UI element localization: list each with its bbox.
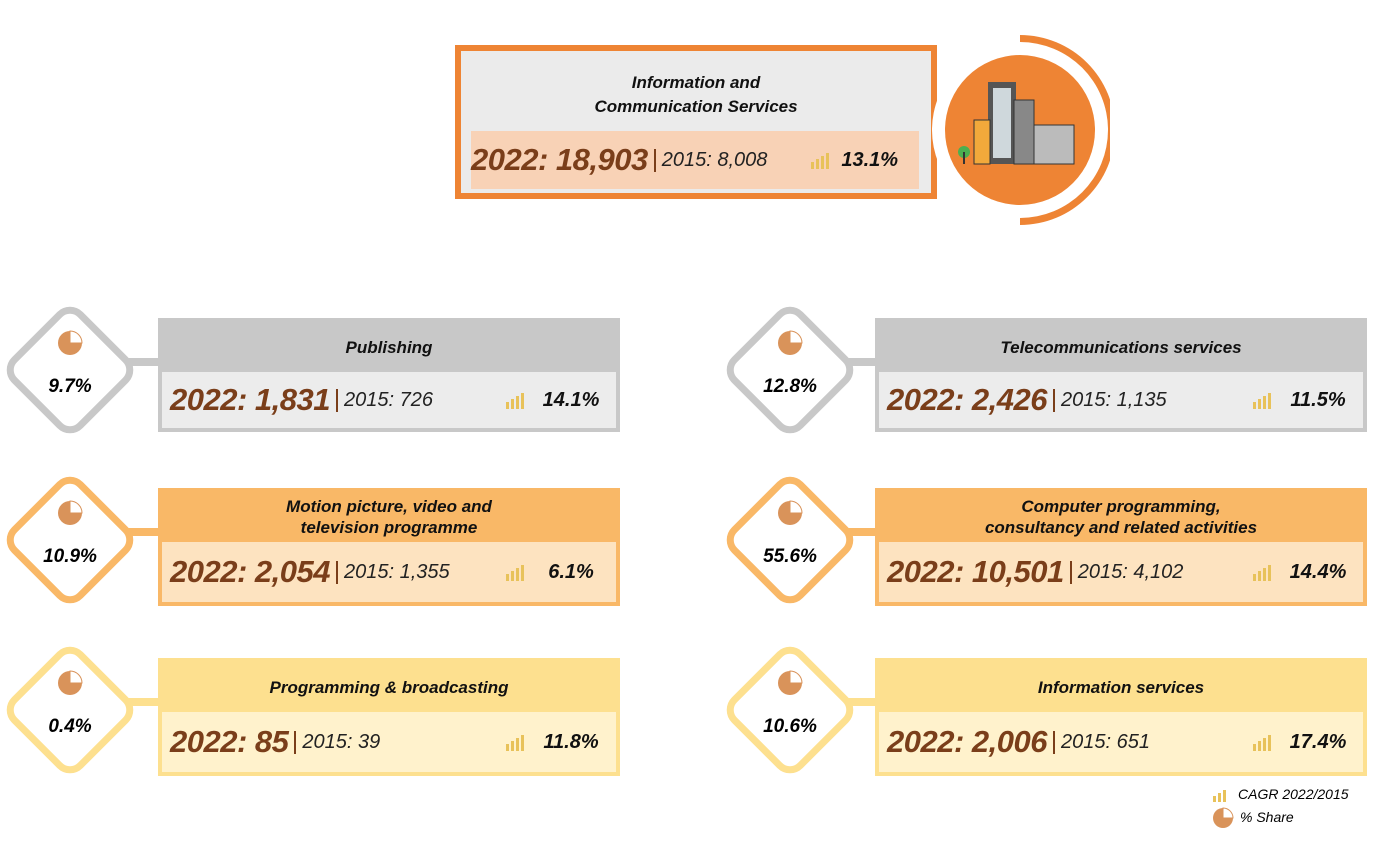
- value-2022: 2022: 2,006: [887, 724, 1047, 760]
- cagr-icon: [504, 391, 526, 409]
- share-icon: [57, 670, 83, 696]
- category-card: Programming & broadcasting 2022: 85 2015: …: [158, 658, 620, 776]
- header-icon: [900, 30, 1110, 230]
- share-icon: [57, 500, 83, 526]
- value-2015: 2015: 4,102: [1070, 561, 1184, 584]
- cagr-icon: [1251, 733, 1273, 751]
- value-2015: 2015: 651: [1053, 731, 1150, 754]
- cagr: 11.5%: [1273, 389, 1363, 412]
- category-title: Computer programming, consultancy and re…: [879, 492, 1363, 542]
- header-values: 2022: 18,903 2015: 8,008 13.1%: [471, 131, 919, 189]
- header-card: Information and Communication Services 2…: [455, 45, 937, 199]
- legend: CAGR 2022/2015 % Share: [1212, 783, 1349, 829]
- value-2022: 2022: 2,426: [887, 382, 1047, 418]
- cagr-icon: [1212, 788, 1230, 802]
- value-2022: 2022: 1,831: [170, 382, 330, 418]
- category-values: 2022: 2,054 2015: 1,355 6.1%: [162, 542, 616, 602]
- value-2022: 2022: 10,501: [887, 554, 1064, 590]
- category-title: Information services: [879, 662, 1363, 712]
- infographic: {"header":{"title":"Information and\nCom…: [0, 0, 1377, 859]
- legend-label: % Share: [1240, 806, 1294, 829]
- cagr-icon: [504, 733, 526, 751]
- category-values: 2022: 1,831 2015: 726 14.1%: [162, 372, 616, 428]
- value-2022: 2022: 85: [170, 724, 288, 760]
- cagr: 14.4%: [1273, 561, 1363, 584]
- share-value: 12.8%: [740, 376, 840, 398]
- share-value: 55.6%: [740, 546, 840, 568]
- share-icon: [777, 330, 803, 356]
- share-icon: [1212, 807, 1234, 829]
- cagr: 14.1%: [526, 389, 616, 412]
- share-value: 0.4%: [20, 716, 120, 738]
- cagr-icon: [1251, 391, 1273, 409]
- header-title: Information and Communication Services: [461, 71, 931, 119]
- share-value: 10.6%: [740, 716, 840, 738]
- value-2015: 2015: 726: [336, 389, 433, 412]
- cagr: 6.1%: [526, 561, 616, 584]
- category-card: Information services 2022: 2,006 2015: 651…: [875, 658, 1367, 776]
- value-2015: 2015: 1,135: [1053, 389, 1167, 412]
- legend-item: % Share: [1212, 806, 1349, 829]
- cagr: 13.1%: [841, 149, 898, 172]
- cagr: 11.8%: [526, 731, 616, 754]
- legend-item: CAGR 2022/2015: [1212, 783, 1349, 806]
- category-card: Publishing 2022: 1,831 2015: 726 14.1%: [158, 318, 620, 432]
- category-values: 2022: 2,426 2015: 1,135 11.5%: [879, 372, 1363, 428]
- value-2015: 2015: 1,355: [336, 561, 450, 584]
- category-title: Motion picture, video and television pro…: [162, 492, 616, 542]
- value-2015: 2015: 8,008: [654, 149, 768, 172]
- category-card: Motion picture, video and television pro…: [158, 488, 620, 606]
- category-values: 2022: 10,501 2015: 4,102 14.4%: [879, 542, 1363, 602]
- value-2022: 2022: 18,903: [471, 142, 648, 178]
- share-diamond: [0, 299, 141, 440]
- share-value: 10.9%: [20, 546, 120, 568]
- share-value: 9.7%: [20, 376, 120, 398]
- cagr-icon: [1251, 563, 1273, 581]
- category-values: 2022: 2,006 2015: 651 17.4%: [879, 712, 1363, 772]
- share-diamond: [0, 469, 141, 610]
- cagr: 17.4%: [1273, 731, 1363, 754]
- cagr-icon: [504, 563, 526, 581]
- value-2022: 2022: 2,054: [170, 554, 330, 590]
- category-values: 2022: 85 2015: 39 11.8%: [162, 712, 616, 772]
- share-icon: [57, 330, 83, 356]
- category-title: Programming & broadcasting: [162, 662, 616, 712]
- legend-label: CAGR 2022/2015: [1238, 783, 1349, 806]
- share-diamond: [719, 469, 860, 610]
- share-icon: [777, 670, 803, 696]
- category-card: Computer programming, consultancy and re…: [875, 488, 1367, 606]
- cagr-icon: [809, 151, 831, 169]
- share-icon: [777, 500, 803, 526]
- share-diamond: [0, 639, 141, 780]
- category-title: Telecommunications services: [879, 322, 1363, 372]
- category-title: Publishing: [162, 322, 616, 372]
- share-diamond: [719, 299, 860, 440]
- value-2015: 2015: 39: [294, 731, 380, 754]
- share-diamond: [719, 639, 860, 780]
